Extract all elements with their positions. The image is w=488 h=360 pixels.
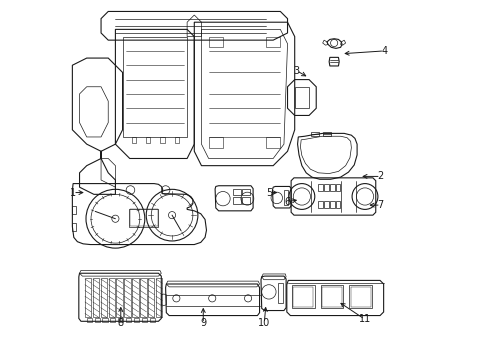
Bar [317, 184, 322, 192]
Bar [129, 209, 158, 226]
Bar [208, 137, 223, 148]
Bar [86, 319, 92, 322]
Bar [129, 210, 158, 226]
Text: 9: 9 [200, 319, 206, 328]
Text: 7: 7 [377, 200, 383, 210]
Bar [160, 137, 164, 143]
Text: 2: 2 [377, 171, 383, 181]
Bar [324, 201, 328, 208]
Bar [145, 137, 150, 143]
Bar [72, 206, 76, 214]
Bar [110, 319, 115, 322]
Bar [293, 287, 313, 307]
Bar [350, 287, 370, 307]
Bar [233, 189, 241, 195]
Bar [329, 184, 334, 192]
Bar [142, 319, 147, 322]
Bar [265, 137, 280, 148]
Text: 6: 6 [284, 197, 290, 207]
Bar [208, 37, 223, 47]
Bar [242, 189, 250, 195]
Text: 11: 11 [358, 314, 370, 324]
Bar [149, 319, 155, 322]
Bar [72, 223, 76, 231]
Bar [321, 287, 341, 307]
Bar [265, 37, 280, 47]
Bar [242, 197, 250, 204]
Bar [335, 201, 340, 208]
Bar [320, 285, 343, 309]
Bar [174, 137, 179, 143]
Bar [291, 285, 314, 309]
Text: 4: 4 [381, 46, 386, 56]
Bar [126, 319, 131, 322]
Bar [102, 319, 107, 322]
Text: 5: 5 [266, 188, 272, 198]
Bar [278, 283, 283, 303]
Bar [310, 132, 318, 136]
Text: 10: 10 [258, 319, 270, 328]
Bar [317, 201, 322, 208]
Bar [329, 201, 334, 208]
Bar [348, 285, 371, 309]
Text: 3: 3 [293, 66, 299, 76]
Bar [94, 319, 100, 322]
Bar [324, 184, 328, 192]
Text: 8: 8 [118, 319, 123, 328]
Bar [323, 132, 330, 136]
Bar [335, 184, 340, 192]
Bar [118, 319, 123, 322]
Text: 1: 1 [70, 188, 76, 198]
Bar [233, 197, 241, 204]
Bar [284, 190, 287, 205]
Bar [131, 137, 136, 143]
Bar [134, 319, 139, 322]
